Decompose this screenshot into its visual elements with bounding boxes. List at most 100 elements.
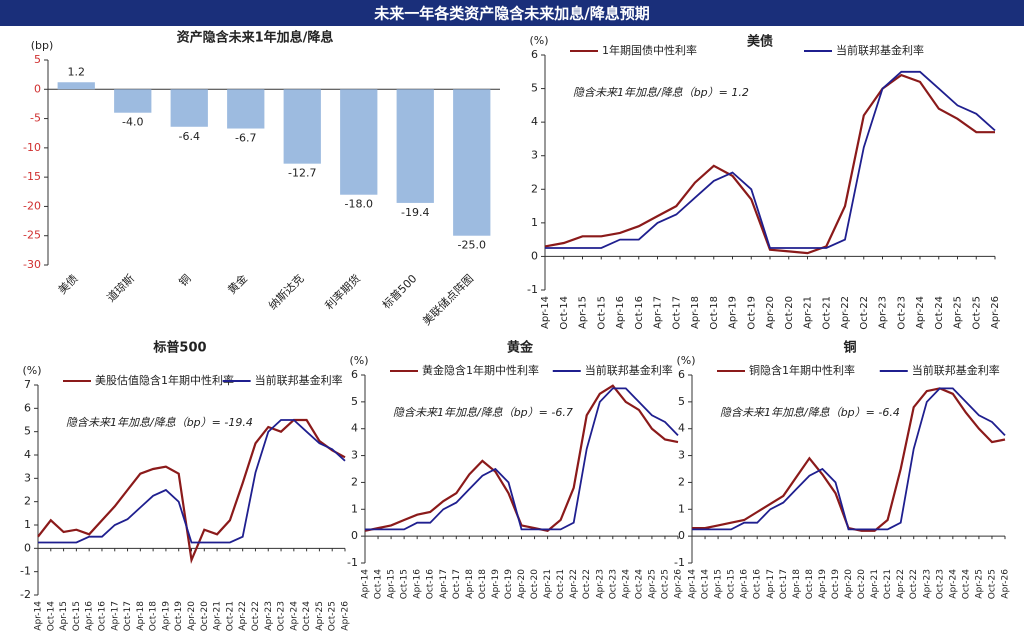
x-tick-label: Apr-23 [264,601,274,631]
value-label: 1.2 [68,65,86,78]
value-label: -25.0 [458,239,486,252]
y-tick-label: 6 [531,48,538,61]
y-tick-label: 4 [531,115,538,128]
y-tick-label: 3 [678,449,685,462]
y-tick-label: 3 [351,449,358,462]
x-tick-label: Oct-15 [727,569,737,599]
x-tick-label: Apr-14 [361,569,371,599]
x-tick-label: Oct-20 [784,296,795,330]
x-tick-label: Apr-20 [765,296,776,329]
x-tick-label: Oct-19 [174,601,184,632]
title-bar [0,0,1024,26]
x-tick-label: Apr-25 [974,569,984,599]
y-tick-label: -5 [30,112,41,125]
chart-title: 美债 [747,34,773,50]
x-tick-label: Apr-16 [85,601,95,631]
x-tick-label: Apr-16 [615,296,626,329]
legend-label: 当前联邦基金利率 [836,43,924,57]
legend-label: 1年期国债中性利率 [602,43,697,57]
x-tick-label: Apr-19 [728,296,739,329]
y-tick-label: 1 [531,216,538,229]
x-tick-label: Apr-14 [34,601,44,631]
y-tick-label: 7 [24,378,31,391]
x-tick-label: Apr-17 [110,601,120,631]
bar [170,89,208,127]
y-tick-label: 6 [351,368,358,381]
y-tick-label: 3 [531,149,538,162]
x-tick-label: Oct-23 [608,569,618,599]
y-tick-label: 0 [531,249,538,262]
x-tick-label: Apr-21 [803,296,814,329]
chart-title: 标普500 [152,340,206,356]
x-tick-label: Apr-22 [569,569,579,599]
x-tick-label: Oct-14 [559,296,570,330]
x-tick-label: Apr-24 [948,569,958,599]
annotation: 隐含未来1年加息/降息（bp）= -6.4 [720,406,900,419]
legend-label: 铜隐含1年期中性利率 [749,363,855,377]
x-tick-label: Oct-15 [72,601,82,631]
x-tick-label: Oct-23 [277,601,287,631]
y-tick-label: -1 [20,565,31,578]
x-tick-label: 黄金 [225,271,250,296]
series-line [365,387,679,531]
page-title: 未来一年各类资产隐含未来加息/降息预期 [373,5,649,23]
x-tick-label: Apr-23 [922,569,932,599]
x-tick-label: Apr-18 [136,601,146,631]
x-tick-label: Oct-22 [909,569,919,599]
y-tick-label: 1 [24,518,31,531]
x-tick-label: Apr-18 [792,569,802,599]
x-tick-label: Oct-18 [709,296,720,330]
x-tick-label: Apr-18 [465,569,475,599]
x-tick-label: Oct-20 [857,569,867,600]
x-tick-label: Oct-20 [530,569,540,600]
x-tick-label: 利率期货 [322,271,363,312]
x-tick-label: Apr-19 [491,569,501,599]
x-tick-label: Apr-23 [878,296,889,329]
x-tick-label: Apr-21 [543,569,553,599]
y-tick-label: 1 [351,502,358,515]
x-tick-label: Apr-15 [714,569,724,599]
annotation: 隐含未来1年加息/降息（bp）= -19.4 [66,416,253,429]
x-tick-label: Oct-15 [400,569,410,599]
series-line [544,73,995,255]
x-tick-label: Oct-18 [478,569,488,600]
x-tick-label: Oct-21 [883,569,893,599]
bar [340,89,378,195]
x-tick-label: Apr-18 [690,296,701,329]
y-axis-unit: (%) [349,354,368,367]
x-tick-label: Oct-19 [831,569,841,600]
x-tick-label: 道琼斯 [104,271,137,304]
x-tick-label: Apr-19 [818,569,828,599]
annotation: 隐含未来1年加息/降息（bp）= 1.2 [573,86,749,99]
x-tick-label: Oct-14 [701,569,711,600]
y-tick-label: -15 [23,170,41,183]
x-tick-label: Oct-21 [225,601,235,631]
y-tick-label: 4 [678,422,685,435]
chart-title: 黄金 [507,340,534,356]
x-tick-label: Oct-19 [746,296,757,330]
x-tick-label: Apr-15 [387,569,397,599]
x-tick-label: Oct-24 [634,569,644,600]
x-tick-label: Oct-23 [935,569,945,599]
chart-title: 资产隐含未来1年加息/降息 [177,30,334,46]
x-tick-label: Apr-17 [766,569,776,599]
y-tick-label: 5 [351,395,358,408]
y-tick-label: -2 [20,588,31,601]
y-tick-label: 2 [24,495,31,508]
y-tick-label: -1 [674,556,685,569]
bar [283,89,321,164]
x-tick-label: Oct-16 [426,569,436,600]
legend-label: 当前联邦基金利率 [912,363,1000,377]
x-tick-label: Oct-25 [987,569,997,599]
x-tick-label: Oct-22 [582,569,592,599]
x-tick-label: Apr-25 [953,296,964,329]
y-tick-label: 2 [678,475,685,488]
x-tick-label: Oct-14 [46,601,56,632]
annotation: 隐含未来1年加息/降息（bp）= -6.7 [393,406,573,419]
x-tick-label: Oct-23 [896,296,907,330]
y-axis-unit: (%) [22,364,41,377]
value-label: -4.0 [122,116,143,129]
x-tick-label: Oct-20 [200,601,210,632]
x-tick-label: 纳斯达克 [266,272,306,312]
y-axis-unit: (bp) [31,39,54,52]
